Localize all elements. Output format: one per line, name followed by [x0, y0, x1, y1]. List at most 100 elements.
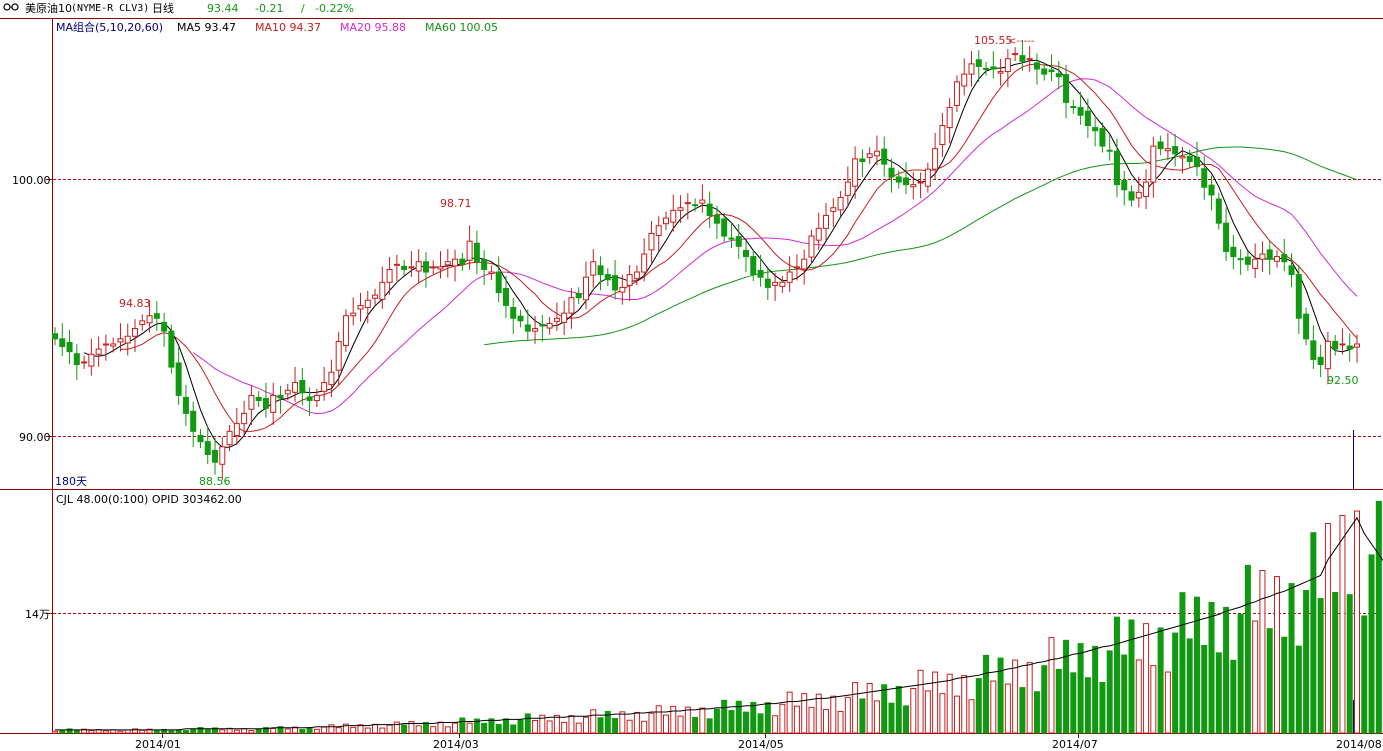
volume-bar: [1121, 654, 1128, 734]
volume-bar: [1106, 650, 1113, 734]
volume-bar: [1186, 638, 1193, 734]
candle-body: [641, 253, 648, 273]
volume-bar: [1150, 665, 1157, 734]
candle-body: [364, 299, 371, 308]
candle-body: [1201, 168, 1208, 188]
candle-body: [1230, 246, 1237, 258]
candle-body: [1244, 256, 1251, 265]
candle-body: [95, 348, 102, 355]
candle-body: [1055, 73, 1062, 78]
candle-body: [670, 209, 677, 223]
candle-body: [808, 235, 815, 258]
candle-body: [430, 266, 437, 269]
volume-bar: [1303, 590, 1310, 734]
recent-low-label: 92.50: [1327, 374, 1359, 387]
volume-bar: [830, 695, 837, 734]
candle-body: [721, 218, 728, 237]
volume-bar: [750, 701, 757, 734]
candle-body: [81, 361, 88, 364]
candle-body: [1223, 222, 1230, 252]
candle-body: [321, 382, 328, 392]
candle-body: [699, 199, 706, 204]
change-separator: /: [301, 2, 305, 15]
candle-body: [284, 389, 291, 395]
volume-bar: [1193, 596, 1200, 734]
volume-bar: [873, 700, 880, 734]
candle-body: [852, 158, 859, 187]
ma60-value: MA60 100.05: [425, 21, 498, 34]
volume-bar: [1063, 639, 1070, 734]
volume-bar: [1157, 627, 1164, 734]
volume-bar: [1019, 687, 1026, 734]
candle-body: [1317, 356, 1324, 366]
volume-bar: [975, 678, 982, 734]
candle-body: [459, 258, 466, 265]
ma5-path: [83, 59, 1358, 448]
candle-body: [1346, 345, 1353, 350]
volume-bar: [1361, 615, 1368, 734]
volume-bar: [1223, 606, 1230, 734]
x-label-2014-03: 2014/03: [433, 738, 479, 751]
ma20-value: MA20 95.88: [340, 21, 406, 34]
volume-bar: [204, 728, 211, 734]
candle-body: [415, 261, 422, 272]
volume-bar: [924, 690, 931, 734]
volume-bar: [444, 726, 451, 734]
volume-bar: [1244, 564, 1251, 734]
link-icon[interactable]: [3, 2, 19, 12]
candle-body: [997, 71, 1004, 74]
volume-bar: [73, 729, 80, 734]
candle-body: [342, 315, 349, 347]
instrument-code: (NYME-R CLV3): [71, 3, 150, 14]
volume-bar: [66, 728, 73, 734]
candle-body: [546, 322, 553, 329]
candle-body: [117, 338, 124, 343]
candle-body: [73, 353, 80, 366]
volume-bar: [779, 703, 786, 734]
volume-bar: [612, 718, 619, 734]
volume-bar: [1055, 668, 1062, 734]
volume-bar: [452, 722, 459, 734]
candle-body: [1273, 256, 1280, 262]
volume-bar: [597, 717, 604, 734]
volume-bar: [961, 675, 968, 734]
volume-bar: [539, 714, 546, 734]
candle-body: [313, 394, 320, 402]
volume-bar: [1375, 500, 1382, 734]
candle-body: [110, 343, 117, 347]
candle-body: [532, 328, 539, 332]
volume-bar: [1026, 662, 1033, 734]
candle-body: [1281, 254, 1288, 263]
candle-body: [961, 73, 968, 87]
candle-body: [983, 67, 990, 70]
volume-bar: [262, 727, 269, 734]
candle-body: [677, 207, 684, 211]
candle-body: [590, 261, 597, 276]
candle-body: [495, 271, 502, 294]
candle-body: [764, 278, 771, 288]
candle-body: [292, 382, 299, 393]
candle-body: [328, 371, 335, 386]
y-tick-90: 90.00: [19, 431, 51, 444]
candle-body: [1113, 150, 1120, 186]
volume-bar: [1346, 594, 1353, 734]
candle-body: [517, 315, 524, 322]
candle-body: [539, 323, 546, 327]
volume-bar: [1354, 510, 1360, 734]
candle-body: [204, 441, 211, 455]
volume-bar: [1332, 592, 1339, 734]
volume-bar: [502, 718, 509, 734]
volume-bar: [139, 729, 146, 734]
candle-body: [910, 184, 917, 188]
candle-body: [372, 294, 379, 299]
candle-body: [1193, 156, 1200, 168]
volume-bar: [1339, 514, 1346, 734]
candle-body: [299, 379, 306, 394]
candle-body: [924, 168, 931, 187]
volume-bar: [713, 708, 720, 734]
candle-body: [175, 362, 182, 396]
volume-bar: [124, 729, 131, 734]
candle-body: [452, 258, 459, 267]
volume-bar: [968, 699, 975, 734]
